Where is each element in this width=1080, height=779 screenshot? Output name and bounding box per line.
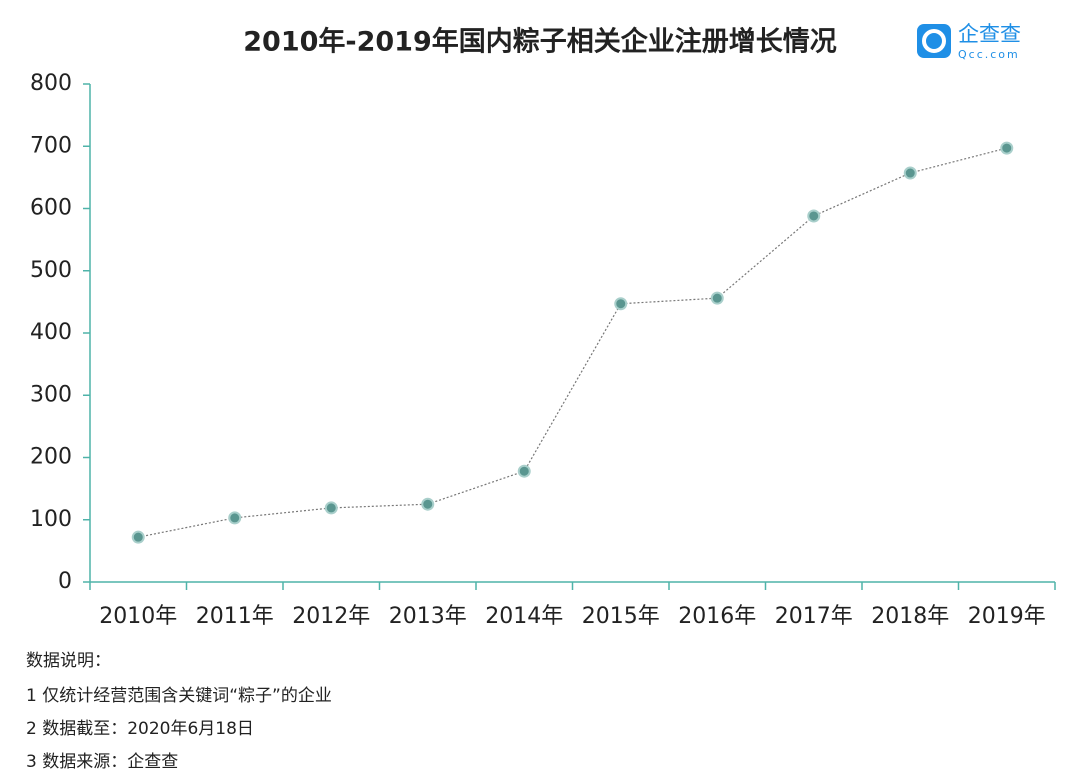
point: [228, 511, 242, 525]
x-tick-label: 2016年: [678, 604, 756, 629]
point: [517, 464, 531, 478]
x-tick-label: 2010年: [99, 604, 177, 629]
y-tick-label: 200: [30, 445, 72, 470]
chart: 2010年-2019年国内粽子相关企业注册增长情况 企查查 Qcc.com 0 1…: [30, 22, 1056, 629]
x-tick-label: 2018年: [871, 604, 949, 629]
y-tick-label: 400: [30, 320, 72, 345]
x-tick-label: 2014年: [485, 604, 563, 629]
y-tick-label: 800: [30, 71, 72, 96]
logo: 企查查 Qcc.com: [917, 22, 1021, 61]
y-tick-label: 300: [30, 382, 72, 407]
x-tick-label: 2013年: [389, 604, 467, 629]
x-tick-label: 2017年: [775, 604, 853, 629]
logo-domain: Qcc.com: [958, 48, 1020, 61]
y-tick-label: 500: [30, 258, 72, 283]
point: [324, 501, 338, 515]
y-tick-label: 600: [30, 196, 72, 221]
point: [710, 291, 724, 305]
logo-icon: [917, 24, 951, 58]
x-tick-label: 2011年: [196, 604, 274, 629]
point: [614, 297, 628, 311]
note: 1 仅统计经营范围含关键词“粽子”的企业: [26, 686, 332, 706]
note: 2 数据截至：2020年6月18日: [26, 719, 254, 739]
notes-heading: 数据说明：: [26, 651, 111, 671]
point: [131, 530, 145, 544]
logo-icon-ring: [922, 29, 946, 53]
y-tick-label: 0: [58, 569, 72, 594]
chart-title: 2010年-2019年国内粽子相关企业注册增长情况: [243, 26, 837, 58]
point: [421, 497, 435, 511]
point: [807, 209, 821, 223]
y-tick-label: 100: [30, 507, 72, 532]
x-tick-label: 2019年: [968, 604, 1046, 629]
logo-name: 企查查: [958, 22, 1021, 46]
point: [1000, 141, 1014, 155]
x-tick-label: 2012年: [292, 604, 370, 629]
y-tick-label: 700: [30, 133, 72, 158]
note: 3 数据来源：企查查: [26, 752, 179, 772]
point: [903, 166, 917, 180]
line: [138, 147, 1007, 538]
x-tick-label: 2015年: [582, 604, 660, 629]
